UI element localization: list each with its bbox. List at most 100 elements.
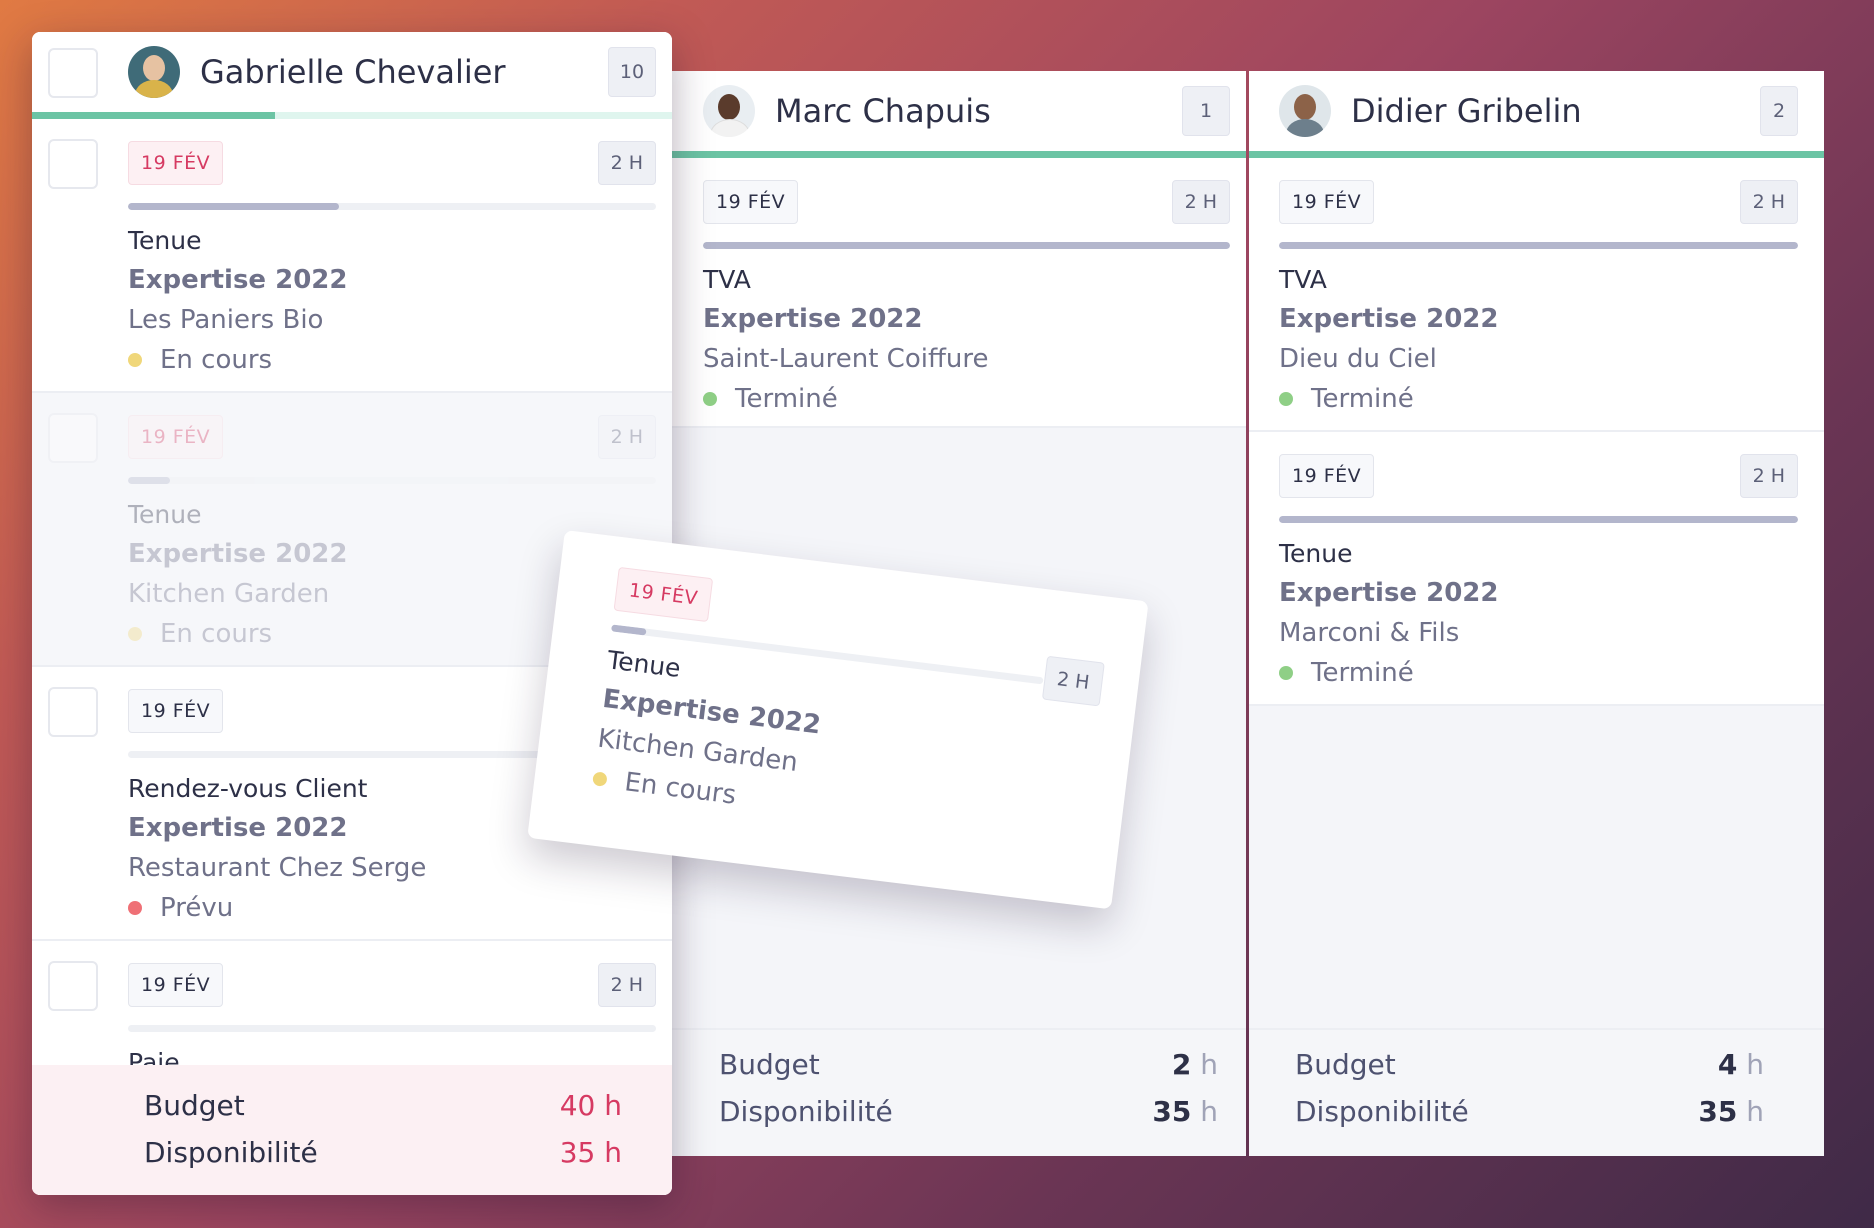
status-dot — [128, 901, 142, 915]
duration-tag: 2 H — [597, 963, 656, 1007]
budget-label: Budget — [719, 1048, 820, 1081]
dispo-value: 35 h — [559, 1136, 622, 1169]
column-progress — [32, 112, 672, 119]
date-tag: 19 FÉV — [703, 180, 799, 224]
task-project: Expertise 2022 — [703, 304, 923, 334]
duration-tag: 2 H — [1171, 180, 1230, 224]
select-all-checkbox[interactable] — [48, 48, 98, 98]
column-header: Marc Chapuis 1 — [663, 71, 1246, 151]
task-progress-bar — [128, 751, 656, 758]
task-status: Prévu — [128, 893, 656, 923]
task-type: Tenue — [128, 500, 202, 529]
budget-value: 40 h — [559, 1089, 622, 1122]
task-type: TVA — [1279, 265, 1327, 294]
task-checkbox — [48, 413, 98, 463]
dispo-label: Disponibilité — [1295, 1095, 1469, 1128]
status-label: Prévu — [160, 893, 234, 923]
avatar — [1279, 85, 1331, 137]
budget-value: 4 h — [1717, 1048, 1764, 1081]
task-card[interactable]: 19 FÉV 2 H TVA Expertise 2022 Dieu du Ci… — [1249, 158, 1824, 432]
task-status: Terminé — [1279, 384, 1798, 414]
column-header: Gabrielle Chevalier 10 — [32, 32, 672, 112]
date-tag: 19 FÉV — [1279, 180, 1375, 224]
task-type: Rendez-vous Client — [128, 774, 368, 803]
column-progress — [663, 151, 1246, 158]
column-didier-gribelin: Didier Gribelin 2 19 FÉV 2 H TVA Experti… — [1249, 71, 1824, 1156]
date-tag: 19 FÉV — [128, 141, 224, 185]
task-progress-bar — [1279, 242, 1798, 249]
duration-tag: 2 H — [1739, 180, 1798, 224]
status-label: En cours — [160, 619, 273, 649]
column-marc-chapuis: Marc Chapuis 1 19 FÉV 2 H TVA Expertise … — [663, 71, 1246, 1156]
task-checkbox[interactable] — [48, 687, 98, 737]
task-client: Marconi & Fils — [1279, 618, 1460, 648]
status-label: Terminé — [1311, 658, 1414, 688]
status-dot — [592, 771, 608, 787]
dispo-label: Disponibilité — [144, 1136, 318, 1169]
status-label: Terminé — [1311, 384, 1414, 414]
status-dot — [128, 353, 142, 367]
task-client: Les Paniers Bio — [128, 305, 324, 335]
task-count-badge: 1 — [1182, 86, 1230, 136]
task-checkbox[interactable] — [48, 961, 98, 1011]
task-project: Expertise 2022 — [128, 813, 348, 843]
duration-tag: 2 H — [1739, 454, 1798, 498]
task-type: TVA — [703, 265, 751, 294]
status-label: Terminé — [735, 384, 838, 414]
task-project: Expertise 2022 — [128, 265, 348, 295]
date-tag: 19 FÉV — [1279, 454, 1375, 498]
task-count-badge: 2 — [1760, 86, 1798, 136]
task-client: Saint-Laurent Coiffure — [703, 344, 989, 374]
task-status: Terminé — [1279, 658, 1798, 688]
dispo-label: Disponibilité — [719, 1095, 893, 1128]
duration-tag: 2 H — [1041, 655, 1105, 707]
duration-tag: 2 H — [597, 141, 656, 185]
task-progress-bar — [703, 242, 1230, 249]
assignee-name: Didier Gribelin — [1351, 92, 1582, 130]
assignee-name: Gabrielle Chevalier — [200, 53, 506, 91]
assignee-name: Marc Chapuis — [775, 92, 991, 130]
task-card[interactable]: 19 FÉV 2 H TVA Expertise 2022 Saint-Laur… — [663, 158, 1246, 428]
task-progress-bar — [1279, 516, 1798, 523]
date-tag: 19 FÉV — [128, 689, 224, 733]
dispo-value: 35 h — [1698, 1095, 1764, 1128]
dispo-value: 35 h — [1152, 1095, 1218, 1128]
date-tag: 19 FÉV — [128, 415, 224, 459]
task-project: Expertise 2022 — [1279, 578, 1499, 608]
task-progress-bar — [128, 477, 656, 484]
avatar — [703, 85, 755, 137]
task-project: Expertise 2022 — [1279, 304, 1499, 334]
task-status: En cours — [128, 345, 656, 375]
task-client: Restaurant Chez Serge — [128, 853, 427, 883]
task-project: Expertise 2022 — [128, 539, 348, 569]
task-progress-bar — [128, 1025, 656, 1032]
task-checkbox[interactable] — [48, 139, 98, 189]
task-card[interactable]: 19 FÉV 2 H Tenue Expertise 2022 Les Pani… — [32, 119, 672, 393]
task-progress-bar — [128, 203, 656, 210]
budget-label: Budget — [144, 1089, 245, 1122]
status-label: En cours — [160, 345, 273, 375]
column-footer: Budget 2 h Disponibilité 35 h — [663, 1028, 1246, 1156]
budget-value: 2 h — [1171, 1048, 1218, 1081]
status-label: En cours — [622, 767, 738, 811]
column-header: Didier Gribelin 2 — [1249, 71, 1824, 151]
task-status: Terminé — [703, 384, 1230, 414]
task-count-badge: 10 — [608, 47, 656, 97]
status-dot — [128, 627, 142, 641]
avatar — [128, 46, 180, 98]
task-type: Tenue — [128, 226, 202, 255]
column-footer: Budget 40 h Disponibilité 35 h — [32, 1065, 672, 1195]
task-type: Tenue — [1279, 539, 1353, 568]
column-footer: Budget 4 h Disponibilité 35 h — [1249, 1028, 1824, 1156]
column-progress — [1249, 151, 1824, 158]
task-card[interactable]: 19 FÉV 2 H Tenue Expertise 2022 Marconi … — [1249, 432, 1824, 706]
status-dot — [1279, 392, 1293, 406]
task-client: Dieu du Ciel — [1279, 344, 1437, 374]
task-status: En cours — [128, 619, 656, 649]
budget-label: Budget — [1295, 1048, 1396, 1081]
task-client: Kitchen Garden — [128, 579, 330, 609]
status-dot — [1279, 666, 1293, 680]
date-tag: 19 FÉV — [128, 963, 224, 1007]
duration-tag: 2 H — [597, 415, 656, 459]
status-dot — [703, 392, 717, 406]
